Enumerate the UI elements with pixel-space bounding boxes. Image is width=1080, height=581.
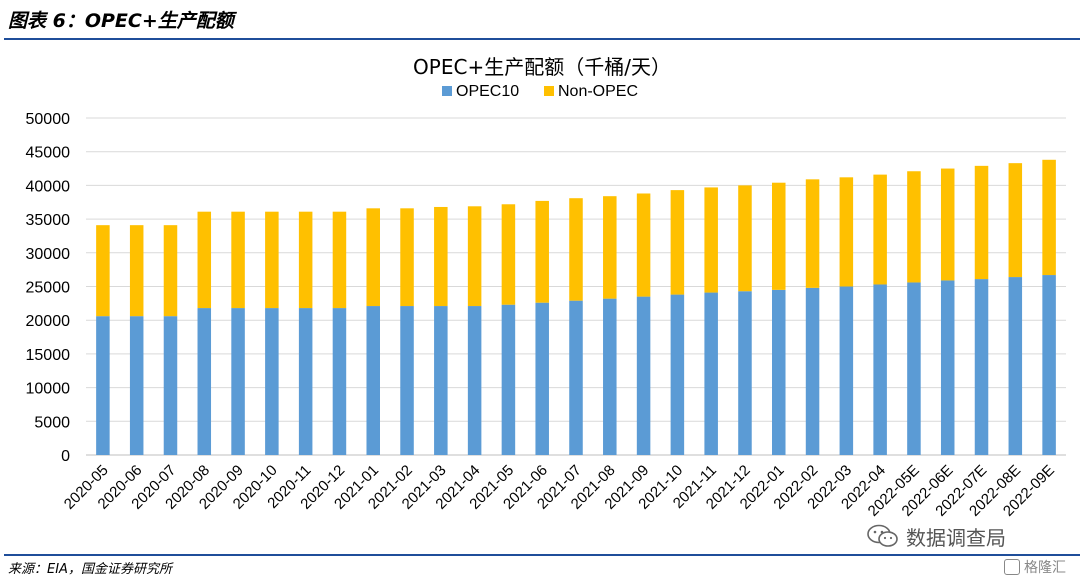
bar-nonopec-25	[940, 168, 955, 281]
bar-opec10-1	[129, 316, 144, 455]
bar-opec10-23	[873, 284, 887, 455]
bar-nonopec-21	[805, 179, 820, 288]
bar-opec10-28	[1042, 275, 1056, 455]
y-tick-label-2: 10000	[26, 381, 71, 398]
bar-opec10-3	[197, 308, 212, 455]
y-tick-label-6: 30000	[26, 246, 71, 263]
bar-nonopec-13	[535, 200, 549, 303]
bar-opec10-8	[366, 306, 380, 455]
bar-nonopec-19	[738, 185, 752, 292]
bar-nonopec-9	[400, 208, 414, 307]
y-tick-label-10: 50000	[26, 111, 71, 128]
bar-nonopec-11	[467, 206, 482, 307]
bar-opec10-19	[738, 291, 752, 455]
bar-opec10-12	[501, 304, 516, 455]
legend-swatch-1	[544, 86, 554, 96]
bar-opec10-20	[772, 289, 786, 455]
bar-nonopec-17	[670, 190, 685, 295]
bar-opec10-25	[940, 280, 955, 455]
bar-nonopec-28	[1042, 159, 1056, 276]
top-rule	[4, 38, 1080, 40]
brand-logo-icon	[1004, 559, 1020, 575]
y-tick-label-0: 0	[61, 448, 70, 465]
bottom-rule	[4, 554, 1080, 556]
wechat-icon	[867, 524, 898, 547]
y-tick-label-9: 45000	[26, 145, 71, 162]
bar-nonopec-5	[265, 211, 279, 309]
bar-nonopec-2	[163, 225, 178, 317]
bar-opec10-4	[231, 308, 245, 455]
bar-opec10-26	[974, 279, 989, 455]
bar-opec10-18	[704, 292, 718, 455]
bar-nonopec-14	[569, 198, 583, 301]
bar-nonopec-26	[974, 165, 989, 280]
figure-label: 图表 6：OPEC+生产配额	[8, 10, 234, 32]
y-tick-label-3: 15000	[26, 347, 71, 364]
bar-nonopec-18	[704, 187, 718, 293]
bar-opec10-16	[636, 296, 651, 455]
bar-nonopec-3	[197, 211, 212, 309]
y-tick-label-8: 40000	[26, 178, 71, 195]
chart-panel: OPEC+生产配额（千桶/天） OPEC10 Non-OPEC 0 5000 10000 1…	[4, 44, 1080, 550]
bar-opec10-17	[670, 294, 685, 455]
source-note: 来源：EIA，国金证券研究所	[8, 562, 172, 577]
bar-opec10-10	[434, 306, 448, 455]
legend-swatch-0	[442, 86, 452, 96]
bar-opec10-11	[467, 306, 482, 455]
bar-nonopec-8	[366, 208, 380, 307]
bar-nonopec-12	[501, 204, 516, 305]
bar-nonopec-23	[873, 174, 887, 285]
bar-opec10-14	[569, 300, 583, 455]
bar-nonopec-24	[907, 171, 921, 283]
brand-text: 格隆汇	[1024, 560, 1066, 576]
y-tick-label-4: 20000	[26, 313, 71, 330]
watermark: 数据调查局	[866, 522, 1062, 550]
bar-nonopec-1	[129, 225, 144, 317]
bar-nonopec-7	[332, 211, 347, 309]
bar-opec10-22	[839, 286, 854, 455]
bar-nonopec-10	[434, 206, 448, 307]
bar-opec10-0	[96, 316, 110, 455]
brand-watermark: 格隆汇	[1004, 556, 1078, 578]
bar-opec10-5	[265, 308, 279, 455]
bar-nonopec-22	[839, 177, 854, 287]
bar-nonopec-27	[1008, 163, 1023, 278]
bar-opec10-13	[535, 302, 549, 455]
bar-nonopec-4	[231, 211, 245, 309]
bar-opec10-2	[163, 316, 178, 455]
watermark-text: 数据调查局	[906, 526, 1006, 550]
legend-label-0: OPEC10	[456, 83, 519, 100]
bar-opec10-15	[603, 298, 617, 455]
bar-nonopec-20	[772, 182, 786, 290]
bar-opec10-21	[805, 287, 820, 455]
figure-header: 图表 6：OPEC+生产配额	[0, 0, 1080, 36]
bar-nonopec-15	[603, 196, 617, 299]
bar-opec10-7	[332, 308, 347, 455]
bar-opec10-9	[400, 306, 414, 455]
y-tick-label-7: 35000	[26, 212, 71, 229]
legend-label-1: Non-OPEC	[558, 83, 638, 100]
bar-opec10-6	[298, 308, 313, 455]
bar-opec10-27	[1008, 277, 1023, 455]
chart-title: OPEC+生产配额（千桶/天）	[413, 55, 671, 79]
bar-nonopec-6	[298, 211, 313, 309]
y-tick-label-1: 5000	[34, 414, 70, 431]
chart-svg: OPEC+生产配额（千桶/天） OPEC10 Non-OPEC 0 5000 10000 1…	[26, 55, 1066, 520]
y-tick-label-5: 25000	[26, 280, 71, 297]
bar-opec10-24	[907, 282, 921, 455]
bar-nonopec-16	[636, 193, 651, 297]
bar-nonopec-0	[96, 225, 110, 317]
